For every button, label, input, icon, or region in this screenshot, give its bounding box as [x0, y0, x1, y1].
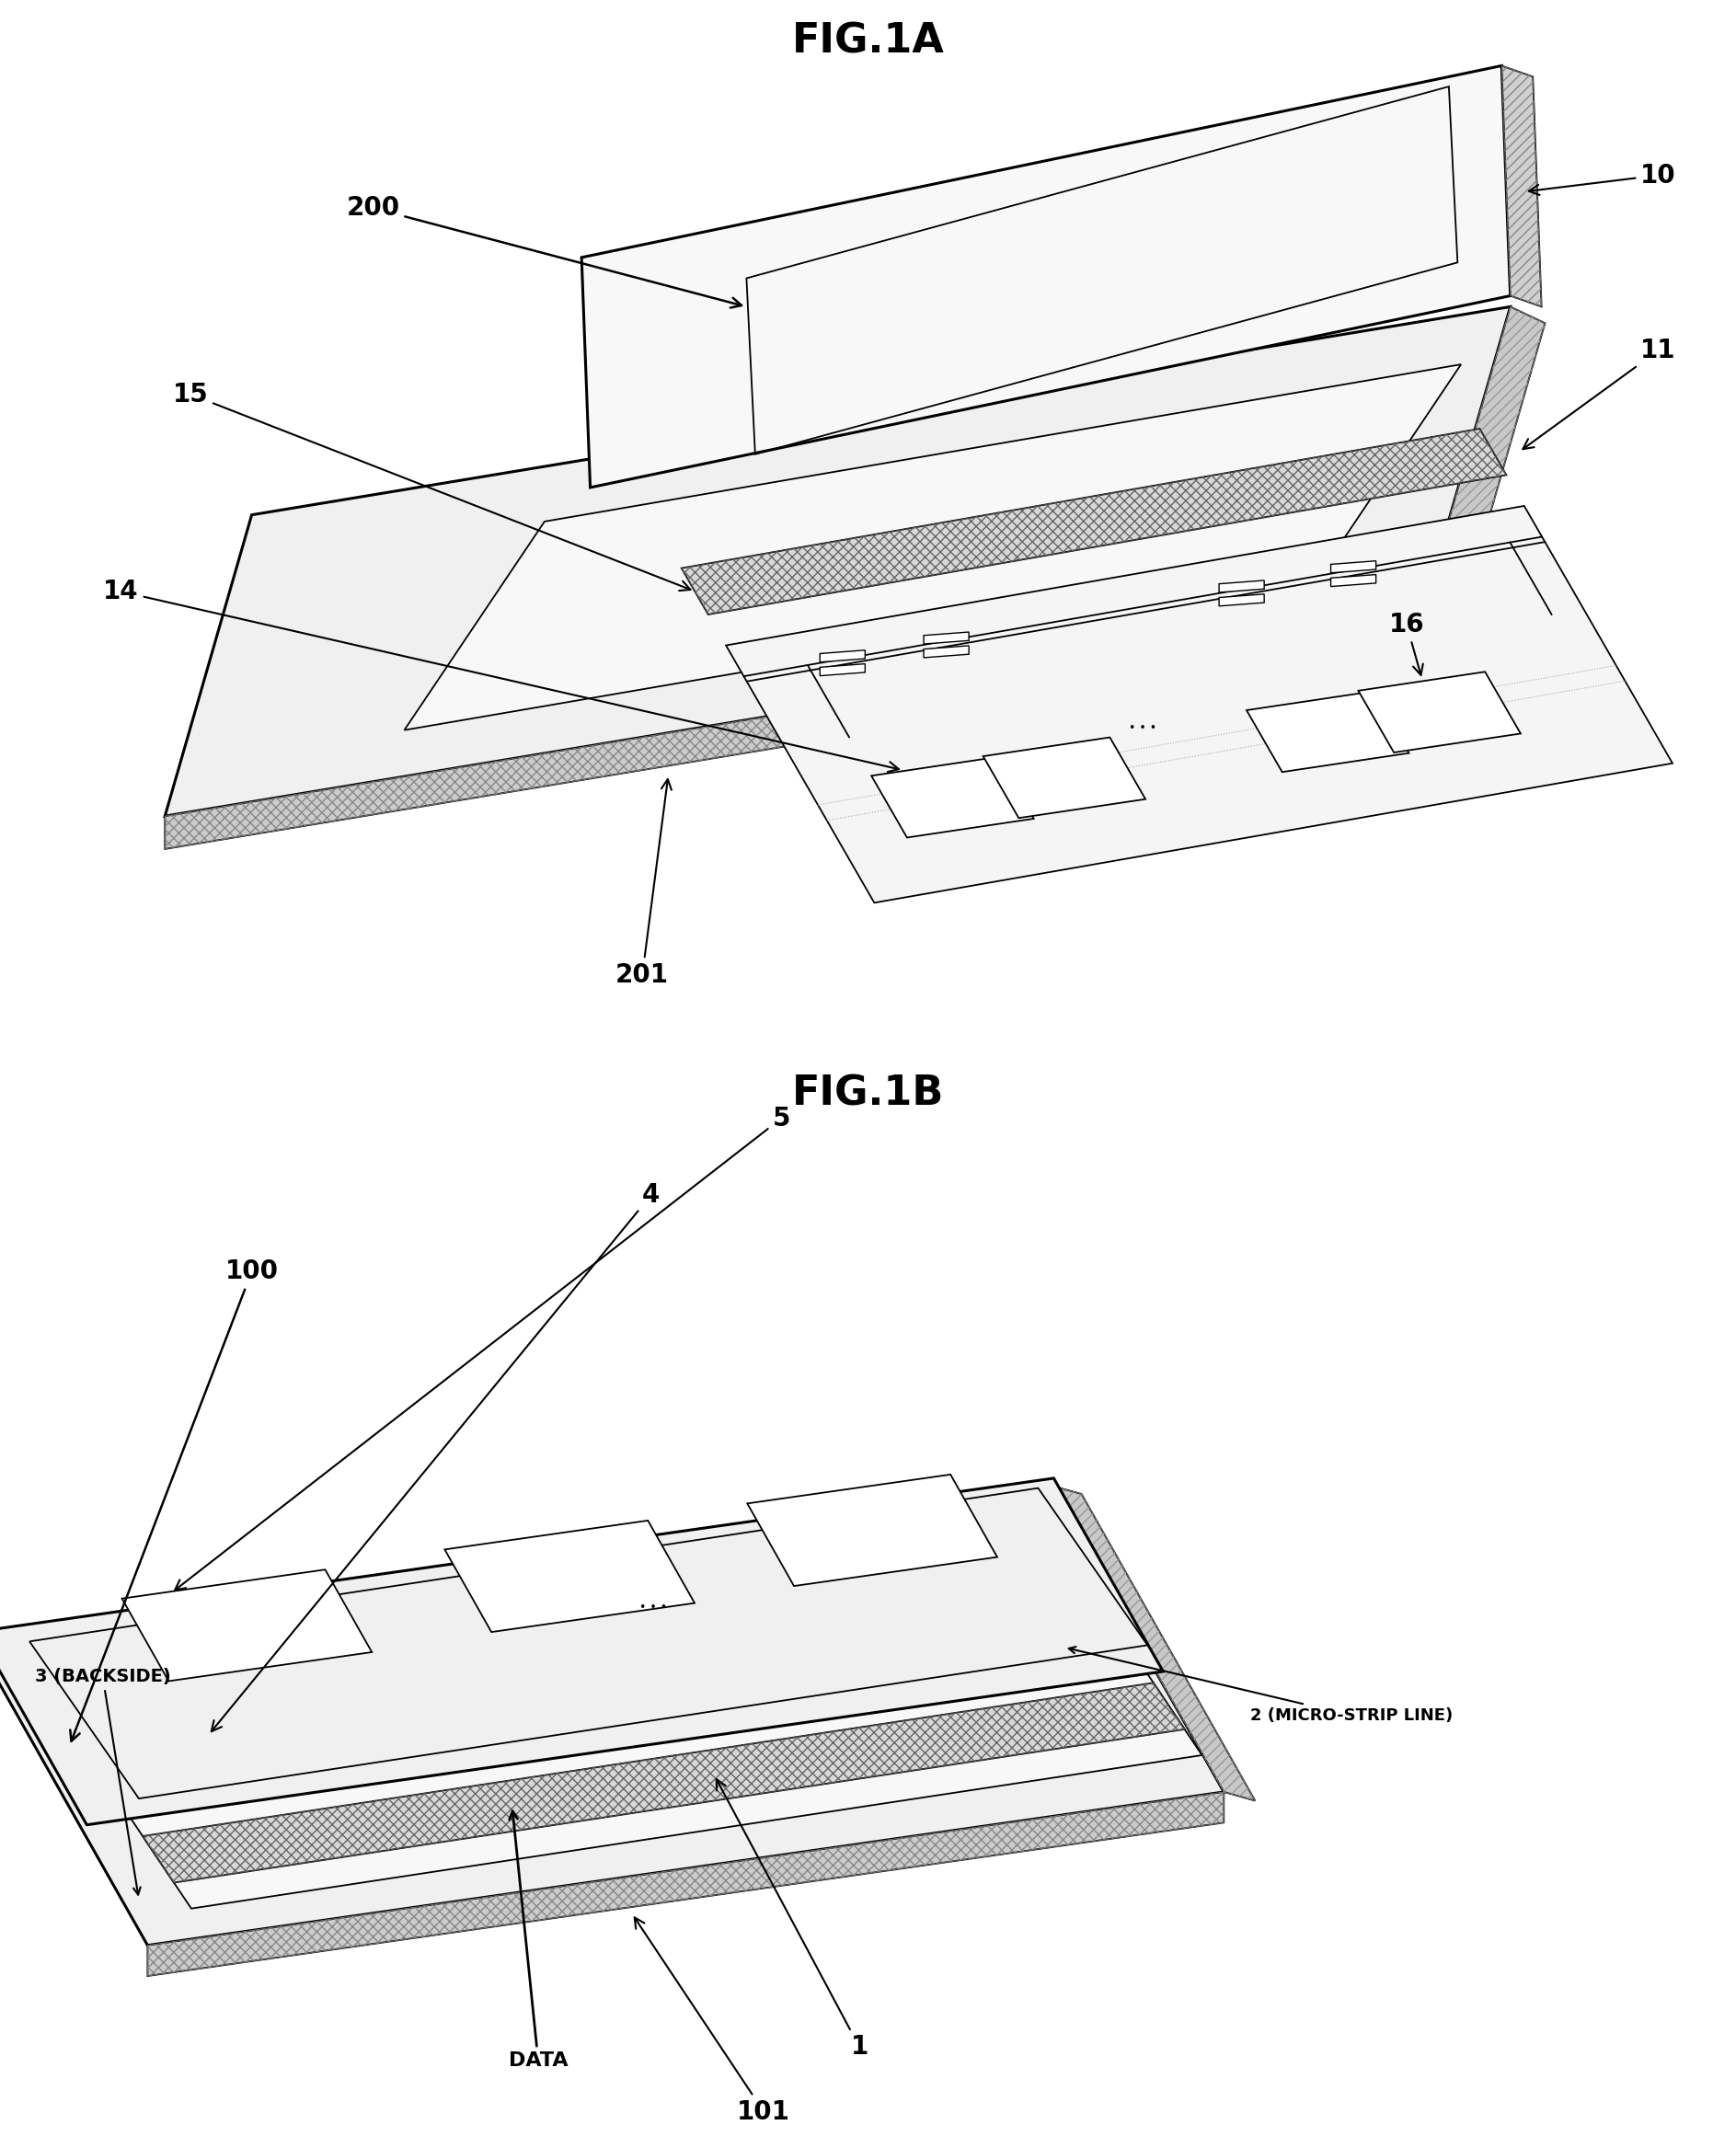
Polygon shape	[444, 1521, 694, 1632]
Polygon shape	[746, 1474, 996, 1585]
Polygon shape	[165, 307, 1510, 816]
Text: FIG.1A: FIG.1A	[792, 21, 944, 62]
Polygon shape	[819, 664, 865, 677]
Polygon shape	[1246, 692, 1410, 771]
Text: 4: 4	[212, 1181, 660, 1731]
Polygon shape	[142, 1682, 1184, 1882]
Polygon shape	[1219, 580, 1264, 593]
Polygon shape	[924, 632, 969, 644]
Polygon shape	[404, 365, 1462, 730]
Text: 15: 15	[172, 382, 691, 591]
Polygon shape	[1424, 307, 1545, 625]
Text: 5: 5	[175, 1106, 790, 1590]
Polygon shape	[1219, 595, 1264, 606]
Polygon shape	[122, 1570, 372, 1682]
Text: 200: 200	[347, 195, 741, 307]
Polygon shape	[871, 756, 1033, 838]
Text: – – – –: – – – –	[618, 1736, 654, 1748]
Text: 1: 1	[717, 1779, 868, 2060]
Text: 16: 16	[1389, 612, 1424, 674]
Polygon shape	[0, 1478, 1163, 1826]
Text: • • •: • • •	[639, 1602, 667, 1613]
Polygon shape	[726, 507, 1672, 902]
Text: 3 (BACKSIDE): 3 (BACKSIDE)	[35, 1669, 170, 1895]
Polygon shape	[819, 651, 865, 662]
Polygon shape	[1332, 574, 1377, 586]
Polygon shape	[1332, 561, 1377, 574]
Text: 10: 10	[1529, 163, 1675, 195]
Text: 11: 11	[1522, 337, 1675, 449]
Text: DATA: DATA	[509, 1811, 568, 2069]
Text: 201: 201	[616, 780, 672, 988]
Text: 2 (MICRO-STRIP LINE): 2 (MICRO-STRIP LINE)	[1069, 1648, 1453, 1723]
Polygon shape	[1502, 67, 1542, 307]
Polygon shape	[0, 1484, 1224, 1946]
Text: 14: 14	[104, 578, 899, 771]
Text: 101: 101	[634, 1918, 790, 2124]
Polygon shape	[148, 1791, 1224, 1976]
Text: FIG.1B: FIG.1B	[792, 1074, 944, 1115]
Polygon shape	[983, 737, 1146, 818]
Text: 100: 100	[69, 1259, 278, 1742]
Text: • • •: • • •	[1128, 722, 1156, 735]
Polygon shape	[17, 1497, 1201, 1910]
Polygon shape	[1358, 672, 1521, 752]
Polygon shape	[582, 67, 1510, 488]
Polygon shape	[924, 647, 969, 657]
Polygon shape	[682, 430, 1507, 614]
Polygon shape	[165, 608, 1424, 848]
Polygon shape	[1050, 1484, 1255, 1800]
